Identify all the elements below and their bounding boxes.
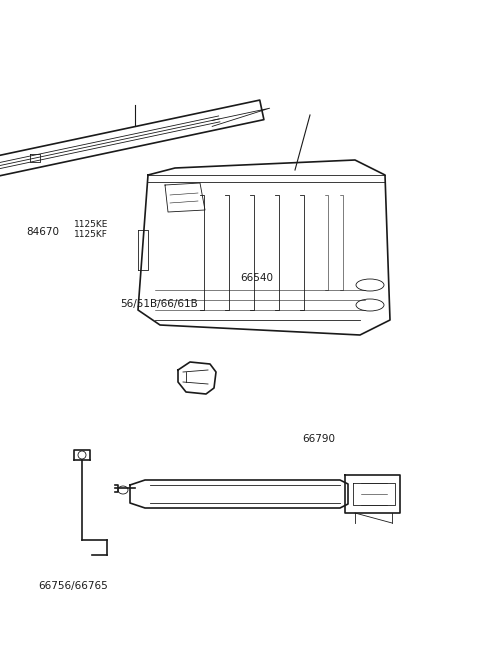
Text: 66540: 66540 (240, 273, 273, 283)
Text: 84670: 84670 (26, 227, 60, 237)
Text: 66790: 66790 (302, 434, 336, 443)
Text: 1125KE
1125KF: 1125KE 1125KF (74, 220, 109, 240)
Text: 66756/66765: 66756/66765 (38, 581, 108, 591)
Text: 56/51B/66/61B: 56/51B/66/61B (120, 299, 198, 309)
